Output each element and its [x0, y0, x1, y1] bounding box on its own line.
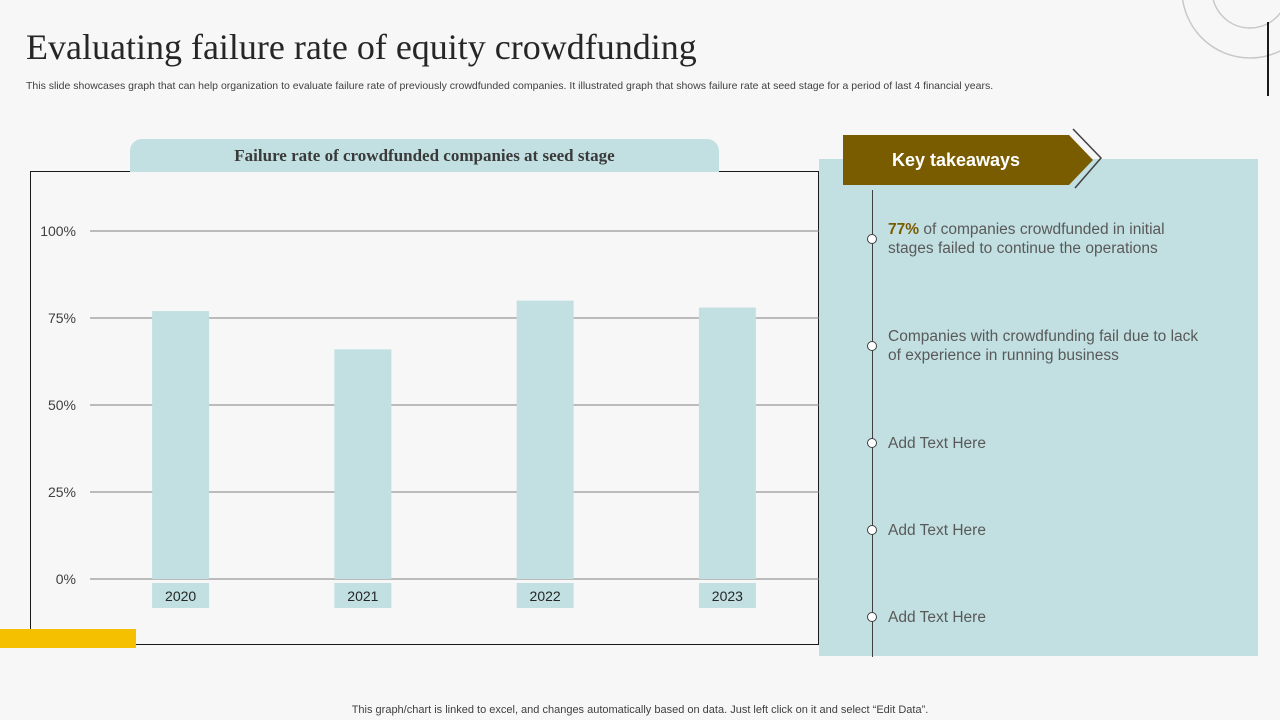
category-label-box — [152, 583, 210, 608]
bar-2020[interactable] — [152, 311, 210, 579]
accent-strip — [0, 629, 136, 648]
takeaway-item-4: Add Text Here — [888, 521, 1208, 540]
slide-subtitle: This slide showcases graph that can help… — [26, 80, 994, 92]
timeline-dot — [867, 525, 877, 535]
footer-note: This graph/chart is linked to excel, and… — [351, 704, 929, 716]
takeaway-text: Add Text Here — [888, 609, 986, 626]
slide-title: Evaluating failure rate of equity crowdf… — [26, 27, 697, 67]
y-tick-label: 0% — [56, 571, 76, 587]
timeline-dot — [867, 612, 877, 622]
timeline-dot — [867, 341, 877, 351]
timeline-dot — [867, 438, 877, 448]
takeaway-text: of companies crowdfunded in initial stag… — [888, 221, 1165, 257]
y-tick-label: 75% — [48, 310, 76, 326]
takeaway-item-5: Add Text Here — [888, 608, 1208, 627]
takeaway-highlight: 77% — [888, 221, 920, 238]
takeaway-item-1: 77% of companies crowdfunded in initial … — [888, 220, 1208, 258]
bar-2023[interactable] — [698, 307, 756, 579]
takeaway-text: Add Text Here — [888, 522, 986, 539]
x-tick-label: 2023 — [712, 588, 743, 604]
bar-2022[interactable] — [516, 300, 574, 579]
takeaway-item-3: Add Text Here — [888, 434, 1208, 453]
chart-header: Failure rate of crowdfunded companies at… — [130, 139, 719, 172]
takeaways-panel — [819, 159, 1258, 656]
category-label-box — [698, 583, 756, 608]
y-tick-label: 100% — [40, 223, 76, 239]
bar-2021[interactable] — [334, 349, 392, 579]
decorative-rings — [1182, 0, 1280, 59]
category-label-box — [516, 583, 574, 608]
takeaways-header: Key takeaways — [891, 149, 1021, 170]
x-tick-label: 2021 — [347, 588, 378, 604]
chart-title: Failure rate of crowdfunded companies at… — [234, 145, 615, 165]
takeaway-item-2: Companies with crowdfunding fail due to … — [888, 327, 1208, 365]
x-tick-label: 2022 — [530, 588, 561, 604]
takeaway-text: Add Text Here — [888, 435, 986, 452]
timeline-dot — [867, 234, 877, 244]
y-tick-label: 25% — [48, 484, 76, 500]
takeaways-tab-shape — [843, 128, 1103, 189]
timeline-line — [872, 190, 873, 657]
takeaway-text: Companies with crowdfunding fail due to … — [888, 328, 1199, 364]
decorative-bar — [1267, 22, 1269, 96]
category-label-box — [334, 583, 392, 608]
y-tick-label: 50% — [48, 397, 76, 413]
x-tick-label: 2020 — [165, 588, 196, 604]
